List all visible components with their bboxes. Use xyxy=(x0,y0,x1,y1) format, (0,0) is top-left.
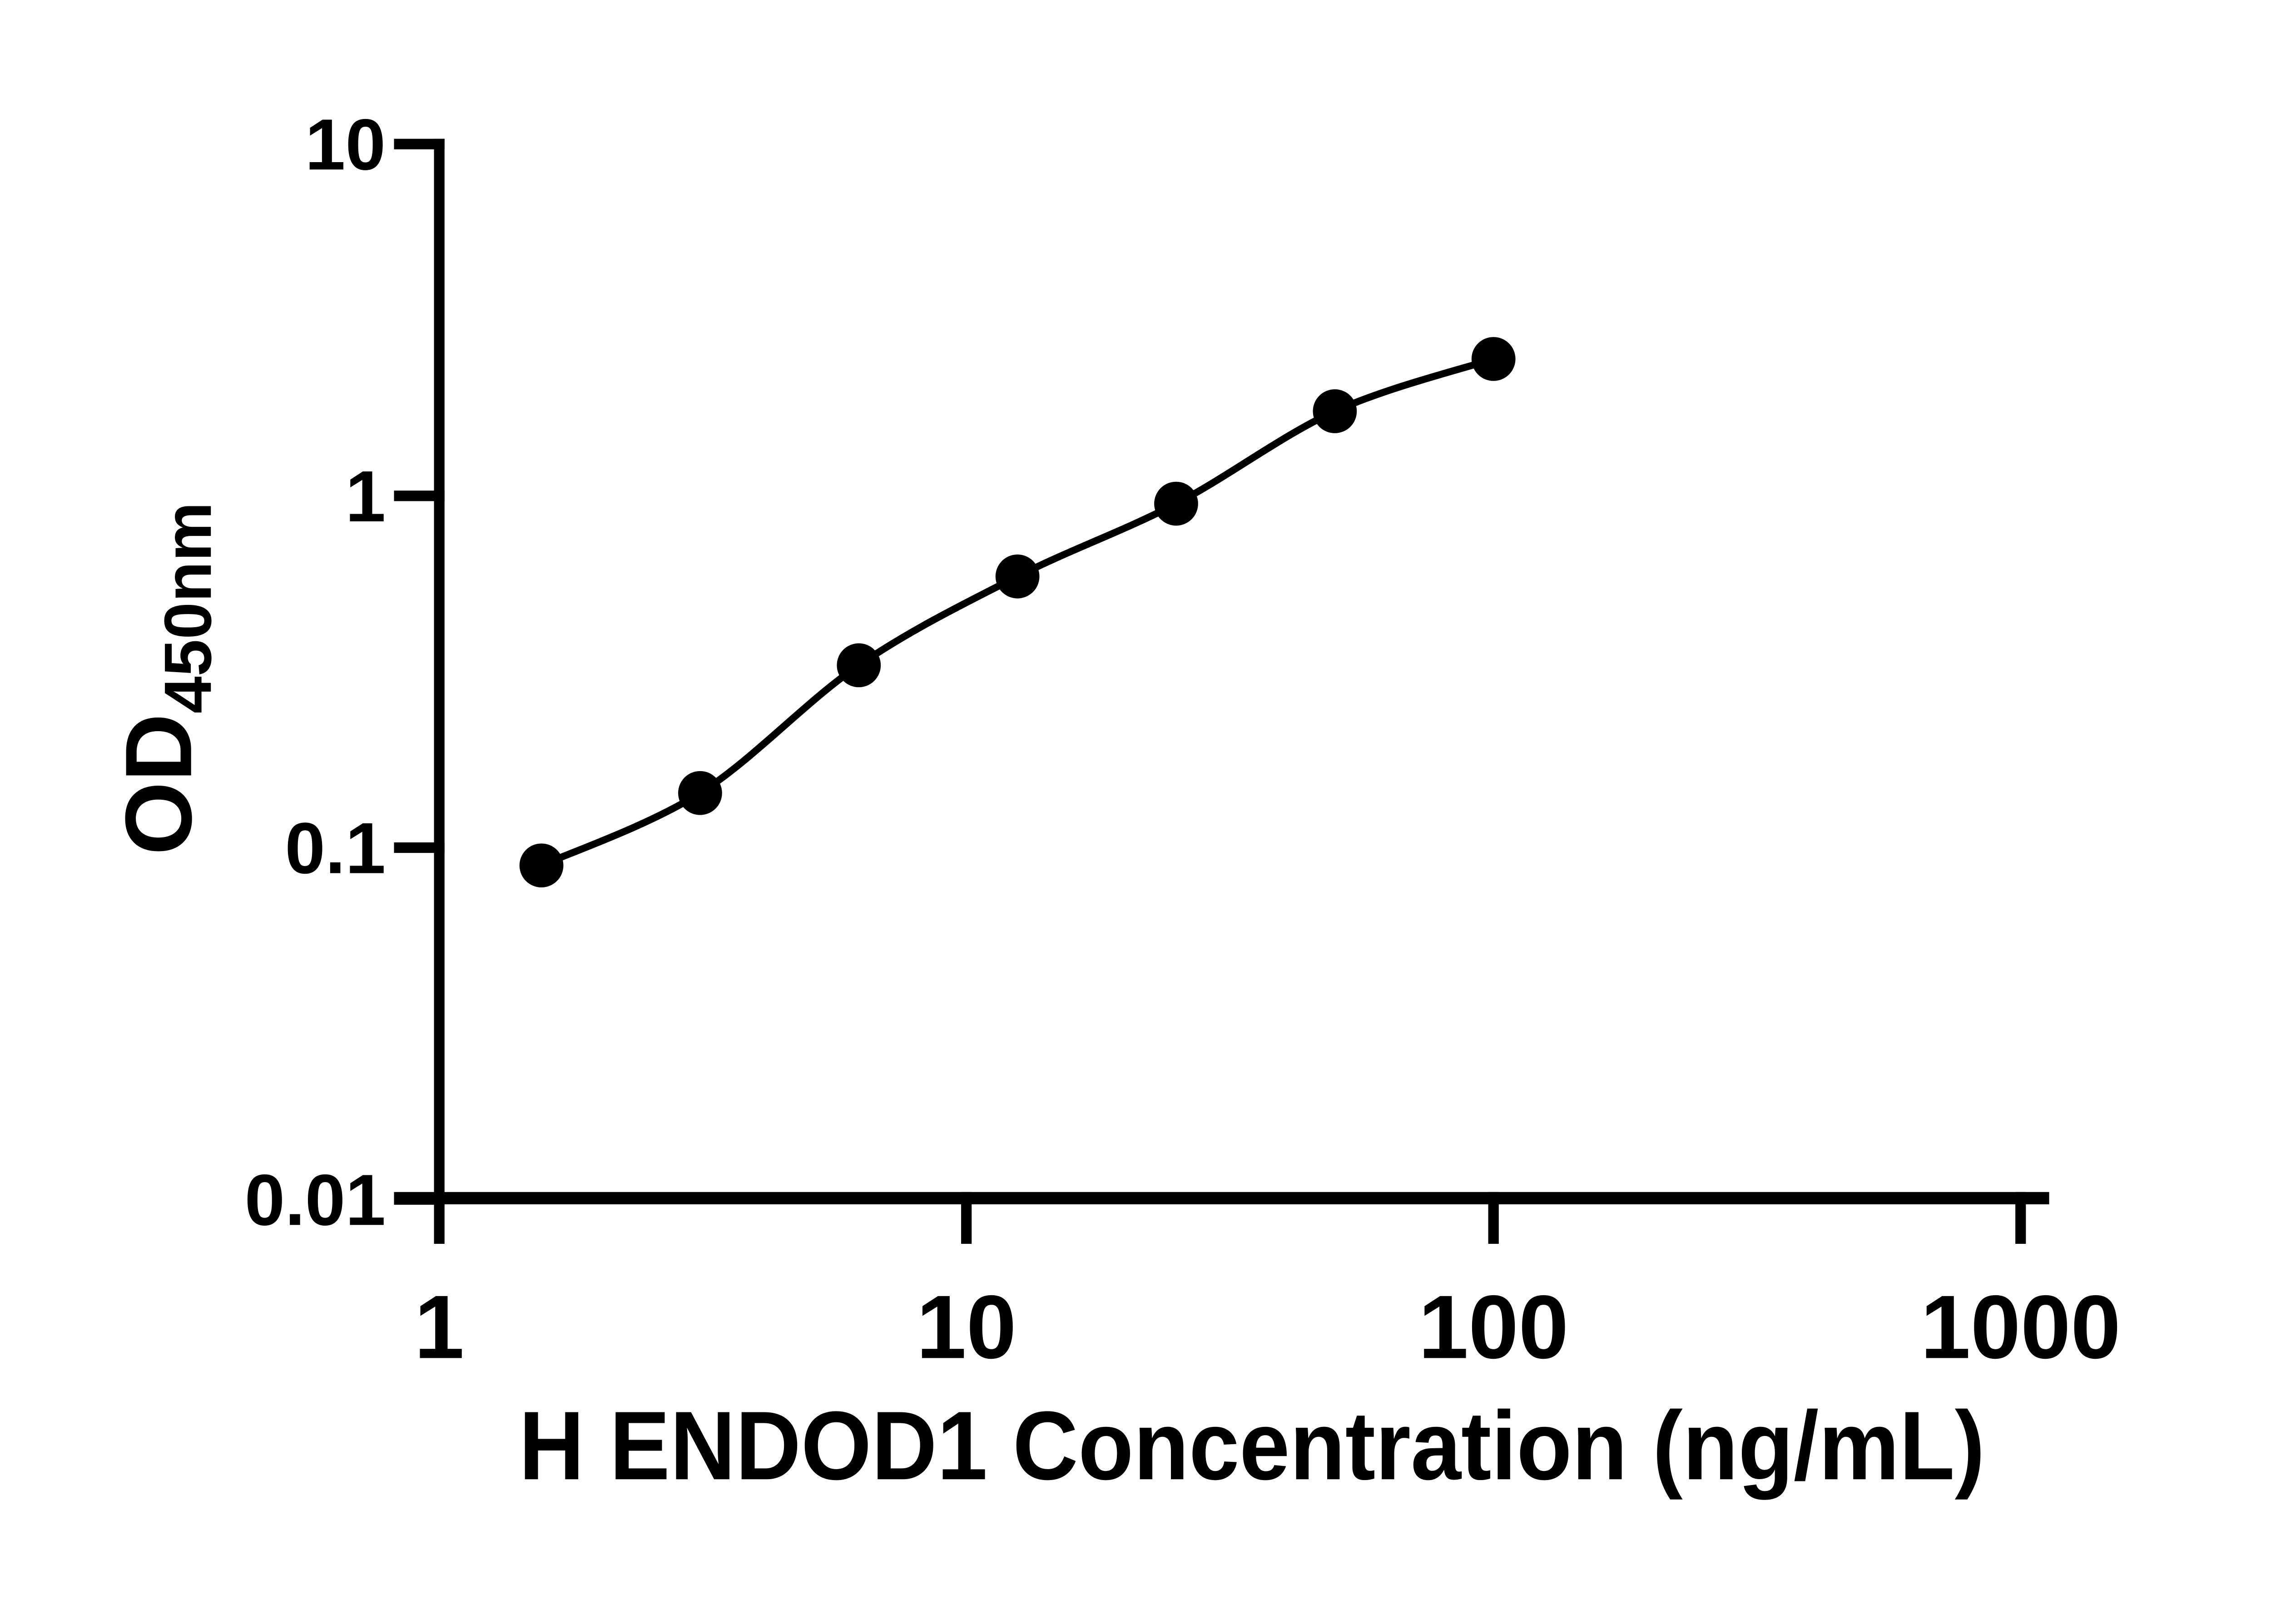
y-axis-tick xyxy=(394,842,445,853)
y-axis-tick xyxy=(394,139,445,149)
y-axis: 10 1 0.1 0.01 xyxy=(245,104,445,1240)
elisa-standard-curve-figure: 10 1 0.1 0.01 1 10 100 1000 H ENDOD1 Con… xyxy=(106,104,2121,1500)
data-point xyxy=(1154,481,1198,526)
x-axis-tick xyxy=(2015,1192,2026,1244)
y-tick-label: 0.01 xyxy=(245,1159,386,1240)
data-point xyxy=(995,554,1040,599)
y-axis-title-main: OD xyxy=(106,713,212,855)
x-axis-title-group: H ENDOD1 Concentration (ng/mL) xyxy=(519,1391,1985,1500)
y-axis-title: OD450nm xyxy=(106,502,226,855)
x-axis-spine xyxy=(394,1192,2049,1204)
x-axis-tick xyxy=(434,1192,445,1244)
data-point xyxy=(678,771,722,815)
data-point xyxy=(1471,337,1516,381)
x-tick-label: 1000 xyxy=(1920,1277,2121,1377)
x-axis: 1 10 100 1000 xyxy=(394,1192,2121,1377)
x-axis-tick xyxy=(1488,1192,1499,1244)
data-point xyxy=(519,843,564,888)
x-tick-label: 100 xyxy=(1418,1277,1569,1377)
x-tick-label: 10 xyxy=(916,1277,1016,1377)
y-axis-title-subscript: 450nm xyxy=(151,502,225,713)
chart-canvas: 10 1 0.1 0.01 1 10 100 1000 H ENDOD1 Con… xyxy=(106,104,2121,1500)
x-axis-title: H ENDOD1 Concentration (ng/mL) xyxy=(519,1391,1985,1500)
data-point xyxy=(1313,389,1357,433)
y-tick-label: 1 xyxy=(345,456,386,537)
data-point xyxy=(837,643,881,688)
x-axis-tick xyxy=(961,1192,972,1244)
x-tick-label: 1 xyxy=(414,1277,464,1377)
y-tick-label: 0.1 xyxy=(285,808,386,889)
y-axis-spine xyxy=(434,139,445,1204)
data-points xyxy=(519,337,1516,888)
y-tick-label: 10 xyxy=(305,104,386,185)
y-axis-title-group: OD450nm xyxy=(106,502,226,855)
y-axis-tick xyxy=(394,490,445,501)
